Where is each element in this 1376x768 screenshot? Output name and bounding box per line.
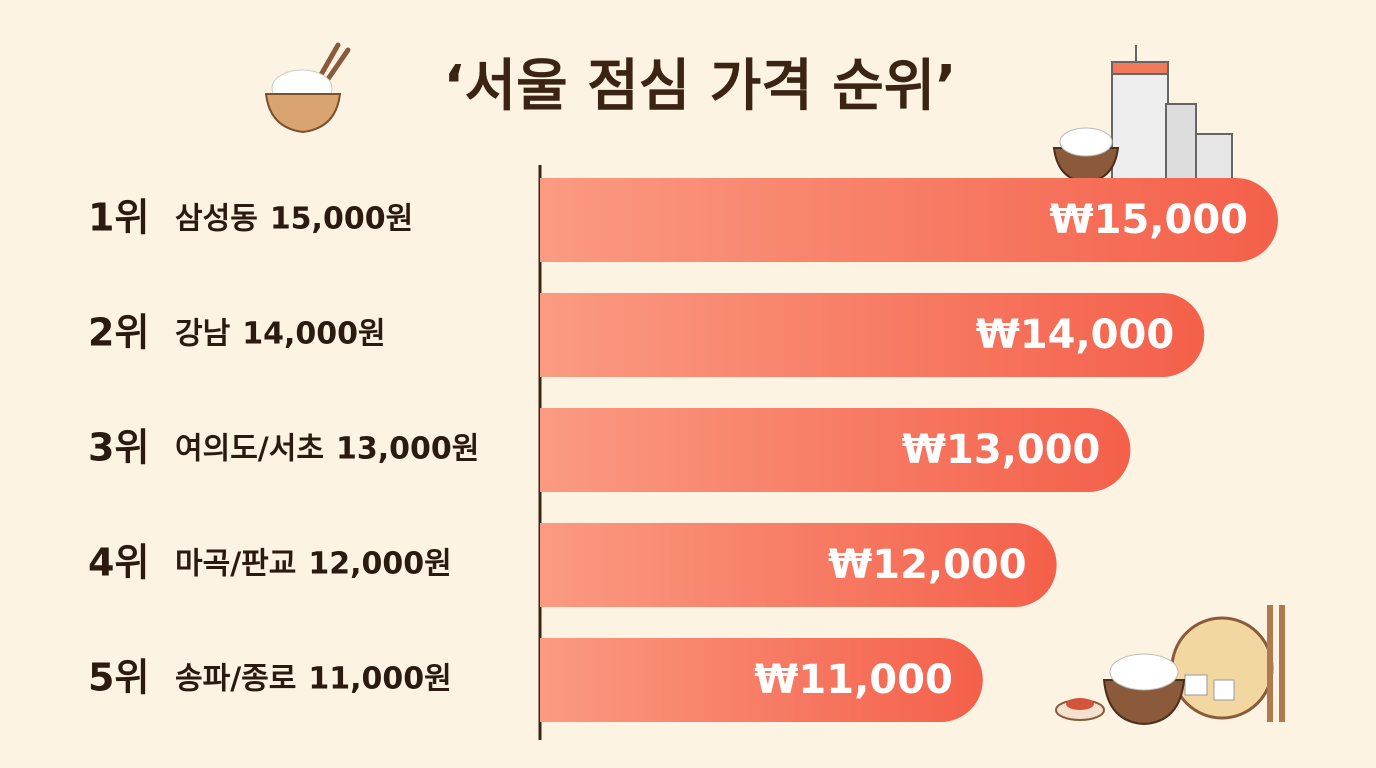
category-label: 여의도/서초 [175,432,324,467]
rank-label: 2위 [88,311,149,355]
category-label: 삼성동 [175,202,258,237]
rank-label: 3위 [88,426,149,470]
rank-label: 5위 [88,656,149,700]
category-label: 송파/종로 [175,662,296,697]
price-label: 12,000원 [308,547,451,582]
bar [540,408,1131,492]
rice-bowl-icon [264,42,351,134]
price-label: 15,000원 [270,202,413,237]
value-label: ₩13,000 [902,427,1100,473]
price-label: 13,000원 [336,432,479,467]
value-label: ₩12,000 [828,542,1026,588]
price-label: 11,000원 [308,662,451,697]
buildings-icon [1052,45,1233,184]
value-label: ₩14,000 [976,312,1174,358]
price-label: 14,000원 [242,317,385,352]
bar [540,523,1057,607]
rank-label: 1위 [88,196,149,240]
bar [540,178,1278,262]
value-label: ₩15,000 [1050,197,1248,243]
bar [540,293,1205,377]
rank-label: 4위 [88,541,149,585]
chart-title: ‘서울 점심 가격 순위’ [443,54,956,119]
value-label: ₩11,000 [754,657,952,703]
bar [540,638,983,722]
category-label: 마곡/판교 [175,547,296,582]
food-icon [1055,605,1285,726]
category-label: 강남 [175,317,231,352]
